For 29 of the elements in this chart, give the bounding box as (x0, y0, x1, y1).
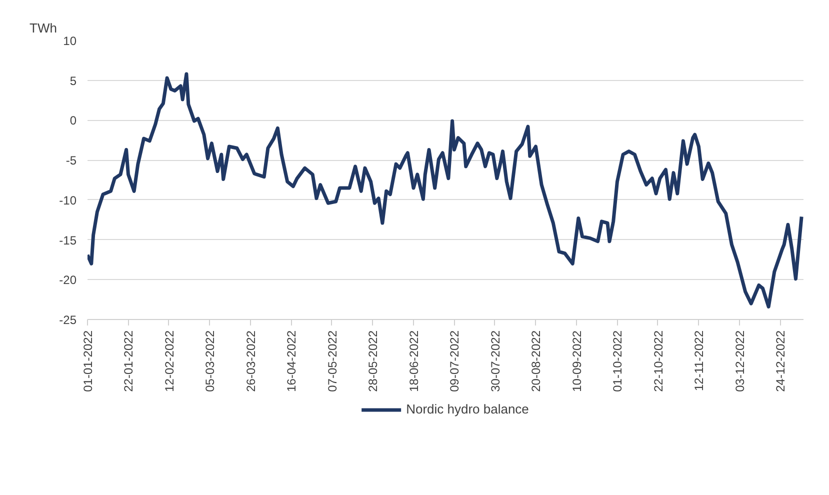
x-tick-label: 18-06-2022 (406, 330, 421, 392)
x-tick-label: 24-12-2022 (774, 330, 788, 392)
x-tick-label: 16-04-2022 (284, 330, 299, 392)
x-tick-label: 30-07-2022 (488, 330, 502, 392)
line-series (88, 72, 804, 308)
x-tick-label: 01-01-2022 (81, 330, 95, 392)
x-tick-label: 05-03-2022 (203, 330, 218, 392)
y-tick-label: -5 (66, 154, 77, 168)
x-tick-label: 26-03-2022 (244, 330, 258, 392)
x-tick-label: 22-01-2022 (122, 330, 136, 392)
x-tick-label: 10-09-2022 (570, 330, 584, 392)
x-tick-label: 09-07-2022 (448, 330, 462, 392)
y-axis-title: TWh (30, 20, 57, 36)
y-tick-label: -10 (59, 193, 77, 208)
x-tick-label: 22-10-2022 (651, 330, 666, 392)
x-tick-label: 12-02-2022 (162, 330, 176, 392)
x-tick-label: 12-11-2022 (692, 330, 706, 391)
x-tick-label: 01-10-2022 (610, 330, 625, 392)
legend-label: Nordic hydro balance (406, 402, 529, 416)
x-tick-label: 03-12-2022 (732, 330, 747, 392)
y-tick-label: -25 (59, 313, 77, 327)
y-tick-label: 0 (70, 114, 77, 128)
y-tick-label: 5 (70, 74, 77, 88)
y-tick-label: -15 (59, 233, 77, 248)
y-tick-label: -20 (59, 273, 77, 288)
y-tick-label: 10 (63, 34, 77, 48)
x-tick-label: 28-05-2022 (366, 330, 380, 392)
x-tick-label: 07-05-2022 (325, 330, 340, 392)
x-tick-label: 20-08-2022 (529, 330, 544, 392)
